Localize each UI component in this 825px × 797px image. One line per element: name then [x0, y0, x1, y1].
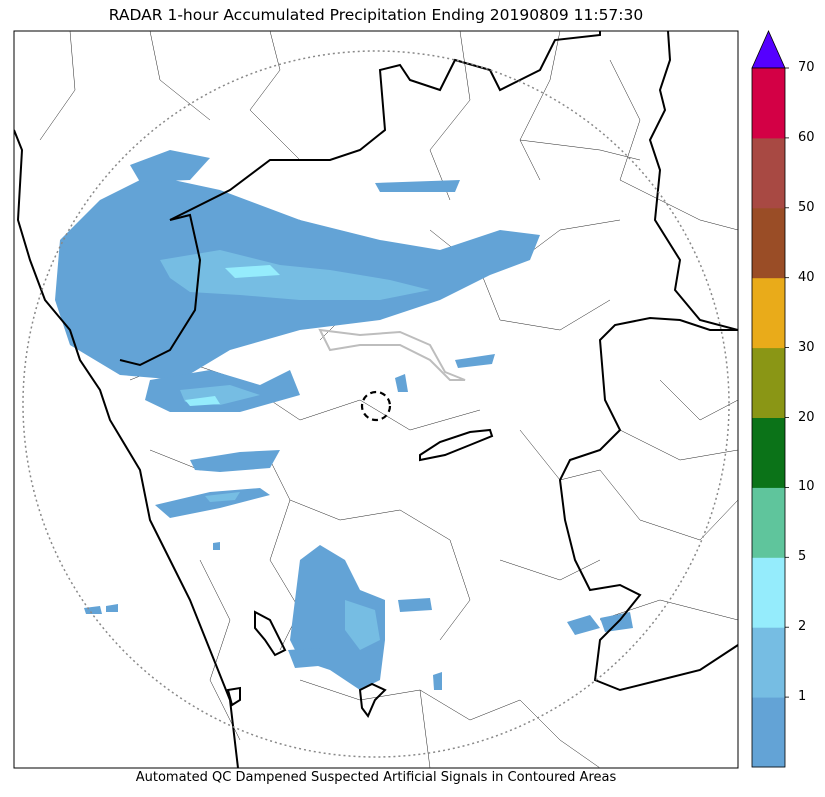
- map-title: RADAR 1-hour Accumulated Precipitation E…: [108, 6, 644, 24]
- map-content: [14, 31, 738, 768]
- colorbar-tick-label: 40: [798, 269, 815, 285]
- colorbar-tick-label: 60: [798, 129, 815, 145]
- colorbar-tick-label: 70: [798, 60, 815, 75]
- colorbar-bin: [752, 68, 785, 139]
- colorbar-extend-arrow: [751, 30, 786, 69]
- radar-site-marker: [360, 390, 392, 422]
- colorbar-bin: [752, 697, 785, 768]
- colorbar-bin: [752, 417, 785, 488]
- colorbar-tick-label: 10: [798, 479, 815, 495]
- colorbar-bin: [752, 137, 785, 209]
- colorbar-bin: [752, 627, 785, 698]
- qc-contour: [318, 328, 466, 381]
- colorbar: [751, 30, 789, 768]
- map-caption: Automated QC Dampened Suspected Artifici…: [135, 770, 617, 785]
- colorbar-bin: [752, 277, 785, 349]
- colorbar-tick-label: 2: [798, 619, 807, 635]
- colorbar-tick-label: 5: [798, 549, 807, 565]
- colorbar-tick-label: 1: [798, 689, 807, 705]
- colorbar-tick-label: 20: [798, 409, 815, 425]
- colorbar-tick-label: 50: [798, 199, 815, 215]
- colorbar-bin: [752, 557, 785, 628]
- colorbar-tick-label: 30: [798, 339, 815, 355]
- state-boundaries: [14, 31, 738, 768]
- radar-range-ring: [22, 50, 730, 758]
- colorbar-bin: [752, 347, 785, 418]
- precipitation-field: [55, 150, 633, 690]
- colorbar-bin: [752, 487, 785, 558]
- colorbar-bin: [752, 207, 785, 279]
